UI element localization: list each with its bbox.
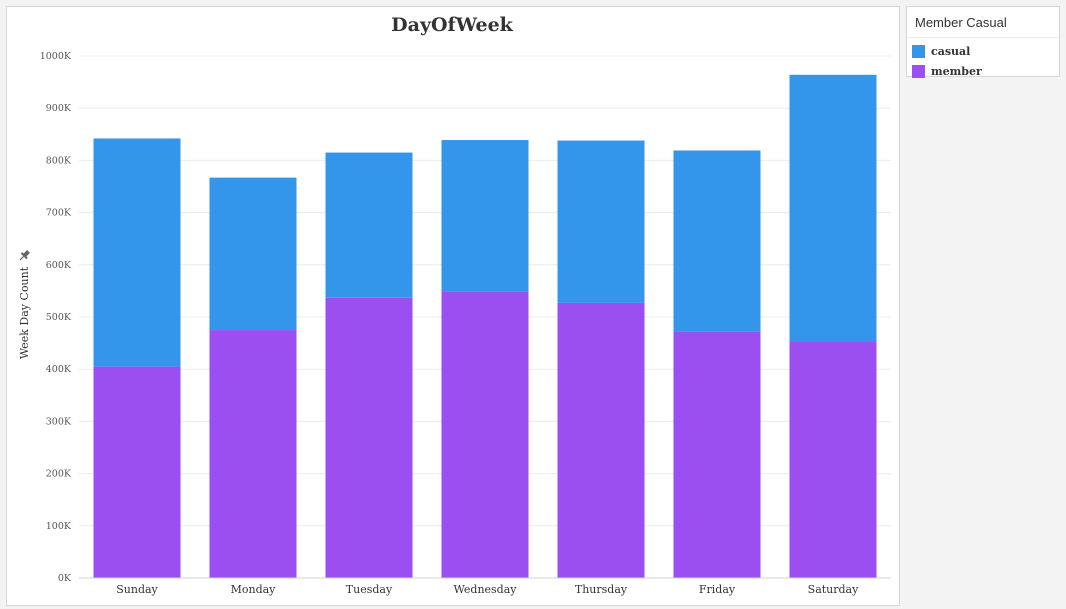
y-tick-label: 900K <box>46 103 72 114</box>
bar-casual <box>557 140 645 303</box>
chart-title: DayOfWeek <box>391 14 514 36</box>
legend-swatch-member <box>912 64 925 78</box>
y-tick-label: 600K <box>46 260 72 271</box>
y-tick-label: 300K <box>46 416 72 427</box>
legend-title: Member Casual <box>907 7 1059 38</box>
bar-casual <box>673 150 761 332</box>
chart-panel: 0K 100K 200K 300K 400K 500K 600K 700K 800K 900K 10… <box>6 6 900 606</box>
y-tick-label: 0K <box>58 573 72 584</box>
legend-label-casual: casual <box>931 44 971 58</box>
y-axis-ticks: 0K 100K 200K 300K 400K 500K 600K 700K 800K 900K 10… <box>40 51 72 584</box>
y-tick-label: 400K <box>46 364 72 375</box>
y-tick-label: 700K <box>46 208 72 219</box>
bars <box>93 74 877 578</box>
y-tick-label: 800K <box>46 155 72 166</box>
legend-label-member: member <box>931 64 982 78</box>
bar-member <box>325 297 413 578</box>
bar-casual <box>93 138 181 367</box>
x-tick-label: Wednesday <box>453 583 517 596</box>
x-tick-label: Saturday <box>808 583 859 596</box>
y-tick-label: 100K <box>46 521 72 532</box>
bar-casual <box>209 177 297 331</box>
bar-casual <box>325 152 413 298</box>
x-tick-label: Monday <box>231 583 277 596</box>
legend: Member Casual casual member <box>906 6 1060 78</box>
bar-casual <box>441 140 529 292</box>
y-tick-label: 1000K <box>40 51 72 62</box>
x-tick-label: Sunday <box>116 583 158 596</box>
x-tick-label: Friday <box>699 583 736 596</box>
bar-member <box>441 291 529 578</box>
y-tick-label: 500K <box>46 312 72 323</box>
y-tick-label: 200K <box>46 469 72 480</box>
x-tick-label: Tuesday <box>346 583 393 596</box>
chart-svg: 0K 100K 200K 300K 400K 500K 600K 700K 800K 900K 10… <box>17 14 891 596</box>
legend-item-casual[interactable]: casual <box>907 41 1059 61</box>
legend-item-member[interactable]: member <box>907 61 1059 81</box>
bar-member <box>209 330 297 578</box>
y-axis-label[interactable]: Week Day Count <box>18 266 31 359</box>
bar-casual <box>789 74 877 342</box>
bar-member <box>93 366 181 578</box>
pin-icon[interactable] <box>17 249 31 263</box>
bar-member <box>789 341 877 578</box>
bar-member <box>673 331 761 578</box>
x-axis-categories: Sunday Monday Tuesday Wednesday Thursday Frid… <box>116 583 859 596</box>
bar-member <box>557 302 645 578</box>
x-tick-label: Thursday <box>575 583 628 596</box>
legend-swatch-casual <box>912 44 925 58</box>
